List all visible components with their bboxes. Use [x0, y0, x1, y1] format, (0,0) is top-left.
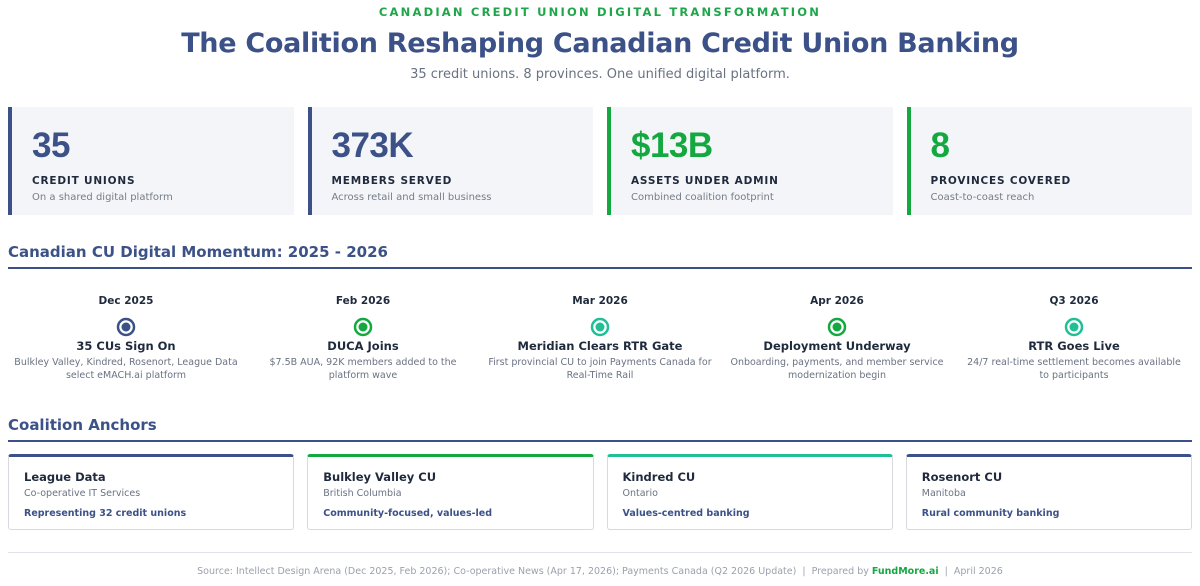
anchors-section-title: Coalition Anchors [8, 416, 1192, 442]
timeline-section-title: Canadian CU Digital Momentum: 2025 - 202… [8, 243, 1192, 269]
timeline-marker-dot [121, 322, 131, 332]
timeline-item-dec-2025: Dec 2025 35 CUs Sign On Bulkley Valley, … [8, 295, 244, 382]
stat-description: Combined coalition footprint [631, 192, 774, 203]
timeline-date: Apr 2026 [810, 295, 864, 307]
timeline-marker-dot [832, 322, 842, 332]
stat-value: 373K [331, 126, 414, 165]
anchors-row: League Data Co-operative IT Services Rep… [8, 454, 1192, 530]
anchor-card-bulkley-valley: Bulkley Valley CU British Columbia Commu… [307, 454, 594, 530]
timeline-marker-dot [358, 322, 368, 332]
footer-date: April 2026 [953, 566, 1003, 577]
timeline-marker-dot [595, 322, 605, 332]
stat-label: CREDIT UNIONS [32, 175, 136, 187]
timeline-title: RTR Goes Live [1028, 339, 1120, 353]
stat-description: On a shared digital platform [32, 192, 173, 203]
timeline-description: Bulkley Valley, Kindred, Rosenort, Leagu… [14, 357, 238, 381]
anchor-region: British Columbia [323, 488, 402, 499]
footer: Source: Intellect Design Arena (Dec 2025… [0, 566, 1200, 577]
anchor-name: League Data [24, 470, 106, 484]
stat-value: 35 [32, 126, 70, 165]
stat-label: MEMBERS SERVED [331, 175, 453, 187]
timeline-item-apr-2026: Apr 2026 Deployment Underway Onboarding,… [719, 295, 955, 382]
stat-label: ASSETS UNDER ADMIN [631, 175, 779, 187]
timeline-date: Mar 2026 [572, 295, 628, 307]
timeline-date: Q3 2026 [1049, 295, 1099, 307]
timeline-item-feb-2026: Feb 2026 DUCA Joins $7.5B AUA, 92K membe… [245, 295, 481, 382]
timeline-date: Dec 2025 [98, 295, 154, 307]
timeline: Dec 2025 35 CUs Sign On Bulkley Valley, … [8, 295, 1192, 395]
footer-separator: | [944, 566, 948, 577]
footer-source: Source: Intellect Design Arena (Dec 2025… [197, 566, 797, 577]
stat-card-provinces: 8 PROVINCES COVERED Coast-to-coast reach [906, 107, 1192, 215]
footer-prepared-by: Prepared by [811, 566, 869, 577]
timeline-title: Meridian Clears RTR Gate [517, 339, 683, 353]
timeline-marker-dot [1069, 322, 1079, 332]
anchor-card-league-data: League Data Co-operative IT Services Rep… [8, 454, 295, 530]
timeline-description: $7.5B AUA, 92K members added to the plat… [269, 357, 457, 381]
timeline-description: Onboarding, payments, and member service… [730, 357, 944, 381]
anchor-region: Ontario [622, 488, 658, 499]
footer-brand: FundMore.ai [871, 566, 939, 577]
anchor-name: Kindred CU [622, 470, 696, 484]
stat-card-credit-unions: 35 CREDIT UNIONS On a shared digital pla… [8, 107, 294, 215]
anchor-card-rosenort: Rosenort CU Manitoba Rural community ban… [905, 454, 1192, 530]
anchor-region: Manitoba [921, 488, 966, 499]
timeline-title: 35 CUs Sign On [76, 339, 176, 353]
page-kicker: CANADIAN CREDIT UNION DIGITAL TRANSFORMA… [378, 5, 822, 19]
stat-card-members: 373K MEMBERS SERVED Across retail and sm… [307, 107, 593, 215]
stat-description: Coast-to-coast reach [930, 192, 1035, 203]
anchor-region: Co-operative IT Services [24, 488, 141, 499]
stat-value: 8 [930, 126, 950, 165]
page-subtitle: 35 credit unions. 8 provinces. One unifi… [410, 67, 790, 82]
footer-separator: | [802, 566, 806, 577]
anchor-note: Community-focused, values-led [323, 508, 493, 519]
anchor-name: Rosenort CU [921, 470, 1003, 484]
timeline-title: DUCA Joins [327, 339, 399, 353]
anchor-note: Representing 32 credit unions [24, 508, 187, 519]
anchor-note: Values-centred banking [622, 508, 750, 519]
stat-card-assets: $13B ASSETS UNDER ADMIN Combined coaliti… [607, 107, 893, 215]
anchor-name: Bulkley Valley CU [323, 470, 437, 484]
timeline-item-mar-2026: Mar 2026 Meridian Clears RTR Gate First … [482, 295, 718, 382]
timeline-item-q3-2026: Q3 2026 RTR Goes Live 24/7 real-time set… [956, 295, 1192, 382]
stat-label: PROVINCES COVERED [930, 175, 1072, 187]
timeline-description: 24/7 real-time settlement becomes availa… [967, 357, 1181, 381]
stat-value: $13B [631, 126, 713, 165]
stats-row: 35 CREDIT UNIONS On a shared digital pla… [8, 107, 1192, 215]
timeline-description: First provincial CU to join Payments Can… [488, 357, 712, 381]
footer-divider [8, 552, 1192, 553]
anchor-card-kindred: Kindred CU Ontario Values-centred bankin… [606, 454, 893, 530]
timeline-track [43, 317, 1157, 337]
timeline-title: Deployment Underway [763, 339, 911, 353]
timeline-date: Feb 2026 [335, 295, 391, 307]
page-title: The Coalition Reshaping Canadian Credit … [181, 28, 1019, 59]
stat-description: Across retail and small business [331, 192, 492, 203]
anchor-note: Rural community banking [921, 508, 1060, 519]
